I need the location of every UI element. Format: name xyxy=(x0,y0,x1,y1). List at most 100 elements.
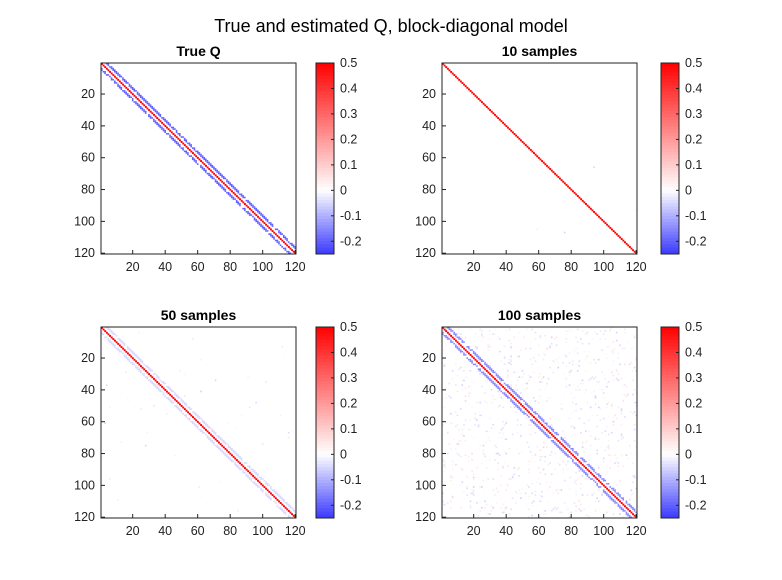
matrix-cell xyxy=(458,349,460,351)
matrix-cell xyxy=(507,465,509,468)
matrix-cell xyxy=(479,362,482,364)
matrix-cell xyxy=(118,75,121,78)
matrix-cell xyxy=(477,369,480,372)
matrix-cell xyxy=(573,191,576,194)
matrix-cell xyxy=(274,239,277,242)
matrix-cell xyxy=(511,432,514,434)
matrix-cell xyxy=(482,449,485,452)
matrix-cell xyxy=(539,336,542,339)
matrix-cell xyxy=(110,72,113,75)
matrix-cell xyxy=(180,411,183,413)
matrix-cell xyxy=(549,417,551,420)
matrix-cell xyxy=(143,99,145,102)
matrix-cell xyxy=(515,502,517,504)
matrix-cell xyxy=(602,220,605,223)
colorbar-segment xyxy=(316,133,334,137)
matrix-cell xyxy=(153,109,155,111)
matrix-cell xyxy=(617,406,620,409)
matrix-cell xyxy=(502,427,504,429)
matrix-cell xyxy=(190,420,193,423)
matrix-cell xyxy=(521,369,524,372)
matrix-cell xyxy=(599,408,602,410)
matrix-cell xyxy=(247,475,249,477)
matrix-cell xyxy=(456,459,459,461)
matrix-cell xyxy=(458,347,460,350)
matrix-cell xyxy=(615,497,618,500)
colorbar-segment xyxy=(661,91,679,96)
matrix-cell xyxy=(127,94,129,97)
colorbar-segment xyxy=(661,387,679,392)
matrix-cell xyxy=(607,433,610,436)
matrix-cell xyxy=(503,387,506,390)
matrix-cell xyxy=(265,218,267,221)
colorbar-tick-label: 0.2 xyxy=(685,132,702,146)
matrix-cell xyxy=(528,516,530,518)
colorbar-segment xyxy=(316,110,334,115)
matrix-cell xyxy=(468,347,470,350)
colorbar-segment xyxy=(661,473,679,478)
matrix-cell xyxy=(594,331,597,334)
matrix-cell xyxy=(596,484,599,487)
matrix-cell xyxy=(209,174,212,177)
matrix-cell xyxy=(485,433,488,436)
matrix-cell xyxy=(528,424,530,426)
matrix-cell xyxy=(505,389,508,391)
matrix-cell xyxy=(615,339,618,342)
matrix-cell xyxy=(107,333,110,336)
colorbar-segment xyxy=(316,428,334,433)
matrix-cell xyxy=(619,379,621,382)
matrix-cell xyxy=(580,408,582,410)
matrix-cell xyxy=(257,475,259,477)
matrix-cell xyxy=(578,500,581,503)
matrix-cell xyxy=(161,128,163,130)
matrix-cell xyxy=(490,390,493,393)
matrix-cell xyxy=(489,408,491,410)
y-tick-label: 80 xyxy=(422,183,436,197)
matrix-cell xyxy=(585,478,587,480)
matrix-cell xyxy=(541,497,543,499)
matrix-cell xyxy=(575,347,577,350)
matrix-cell xyxy=(266,489,269,492)
matrix-cell xyxy=(213,177,215,180)
colorbar-segment xyxy=(316,514,334,519)
matrix-cell xyxy=(586,331,589,334)
colorbar-segment xyxy=(661,231,679,236)
matrix-cell xyxy=(149,117,152,119)
matrix-cell xyxy=(250,209,253,212)
matrix-cell xyxy=(627,514,629,517)
matrix-cell xyxy=(542,358,545,361)
matrix-cell xyxy=(546,424,548,426)
matrix-cell xyxy=(599,446,602,448)
matrix-cell xyxy=(500,506,503,509)
matrix-cell xyxy=(117,347,119,350)
matrix-cell xyxy=(485,430,488,433)
matrix-cell xyxy=(169,123,171,126)
matrix-cell xyxy=(487,107,490,110)
matrix-cell xyxy=(481,334,483,337)
matrix-cell xyxy=(575,452,577,455)
matrix-cell xyxy=(195,419,198,422)
matrix-cell xyxy=(614,231,617,234)
matrix-cell xyxy=(144,105,147,108)
matrix-cell xyxy=(580,379,582,382)
matrix-cell xyxy=(287,246,290,248)
colorbar-segment xyxy=(661,349,679,353)
matrix-cell xyxy=(518,395,521,398)
matrix-cell xyxy=(596,449,599,452)
matrix-cell xyxy=(250,470,253,472)
matrix-cell xyxy=(485,401,488,404)
matrix-cell xyxy=(541,160,544,162)
matrix-cell xyxy=(492,382,495,385)
matrix-cell xyxy=(570,457,573,460)
colorbar-segment xyxy=(661,419,679,423)
matrix-cell xyxy=(221,449,223,452)
matrix-cell xyxy=(235,427,238,429)
matrix-cell xyxy=(534,338,537,340)
matrix-cell xyxy=(114,344,116,347)
matrix-cell xyxy=(521,409,524,412)
matrix-cell xyxy=(611,498,613,501)
matrix-cell xyxy=(494,328,496,331)
matrix-cell xyxy=(258,217,261,220)
matrix-cell xyxy=(138,357,141,359)
matrix-cell xyxy=(627,457,629,460)
